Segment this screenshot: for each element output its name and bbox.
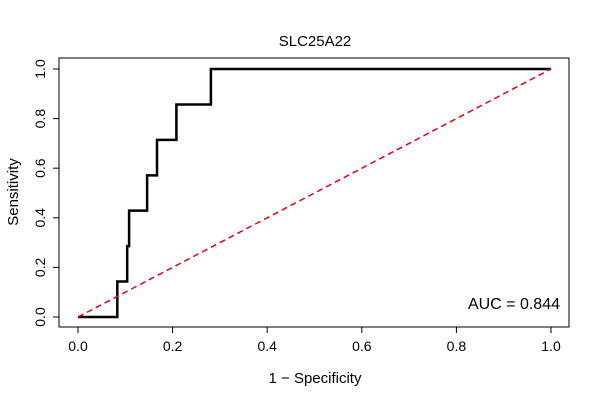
chart-title: SLC25A22 [279, 33, 352, 50]
series-layer [77, 67, 552, 319]
x-axis-label: 1 − Specificity [269, 370, 362, 387]
x-tick-label: 0.6 [352, 338, 372, 354]
x-tick-label: 0.4 [257, 338, 277, 354]
x-tick-label: 0.2 [163, 338, 183, 354]
x-axis: 0.0 0.2 0.4 0.6 0.8 1.0 [68, 327, 561, 354]
x-tick-label: 0.0 [68, 338, 88, 354]
y-axis: 0.0 0.2 0.4 0.6 0.8 1.0 [32, 59, 59, 327]
y-tick-label: 0.0 [32, 307, 48, 327]
diagonal-reference-line [77, 68, 552, 318]
x-tick-label: 1.0 [541, 338, 561, 354]
plot-frame [58, 57, 570, 328]
y-tick-label: 0.6 [32, 158, 48, 178]
roc-curve-line [78, 67, 551, 319]
y-tick-label: 0.8 [32, 109, 48, 129]
y-tick-label: 1.0 [32, 59, 48, 79]
y-tick-label: 0.2 [32, 257, 48, 277]
auc-annotation: AUC = 0.844 [468, 296, 560, 313]
y-axis-label: Sensitivity [5, 158, 22, 226]
x-tick-label: 0.8 [447, 338, 467, 354]
y-tick-label: 0.4 [32, 208, 48, 228]
